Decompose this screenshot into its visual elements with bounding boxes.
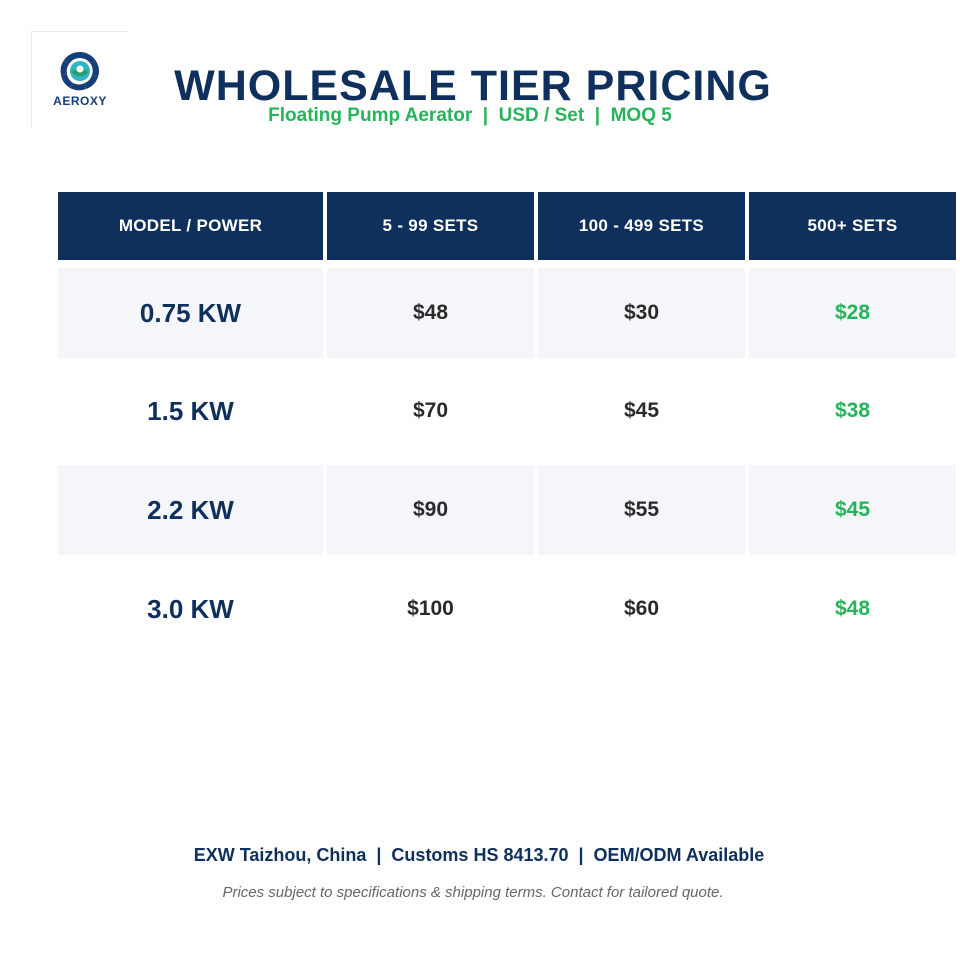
aerator-turbine-icon <box>60 51 99 91</box>
price-tier-1-cell: $100 <box>407 597 454 620</box>
logo-wordmark: AEROXY <box>53 94 107 108</box>
price-tier-1-cell: $48 <box>327 268 534 358</box>
price-tier-2-cell: $55 <box>538 465 745 555</box>
model-power-cell: 3.0 KW <box>147 593 234 624</box>
model-power-cell: 2.2 KW <box>58 465 323 555</box>
column-header-tier-1: 5 - 99 SETS <box>327 192 534 260</box>
brand-logo: AEROXY <box>31 31 128 128</box>
footer-disclaimer: Prices subject to specifications & shipp… <box>222 884 724 901</box>
page-subtitle: Floating Pump Aerator | USD / Set | MOQ … <box>268 105 672 126</box>
model-power-cell: 1.5 KW <box>147 395 234 426</box>
price-tier-3-cell: $45 <box>749 465 956 555</box>
price-tier-1-cell: $70 <box>412 399 449 422</box>
price-tier-3-cell: $38 <box>834 399 871 422</box>
footer-terms: EXW Taizhou, China | Customs HS 8413.70 … <box>193 845 765 865</box>
page-title: WHOLESALE TIER PRICING <box>174 62 772 110</box>
price-tier-2-cell: $30 <box>538 268 745 358</box>
column-header-tier-3: 500+ SETS <box>749 192 956 260</box>
column-header-model: MODEL / POWER <box>58 192 323 260</box>
model-power-cell: 0.75 KW <box>58 268 323 358</box>
price-tier-3-cell: $28 <box>749 268 956 358</box>
price-tier-2-cell: $45 <box>623 399 660 422</box>
price-tier-3-cell: $48 <box>834 597 871 620</box>
price-tier-1-cell: $90 <box>327 465 534 555</box>
column-header-tier-2: 100 - 499 SETS <box>538 192 745 260</box>
price-tier-2-cell: $60 <box>623 597 660 620</box>
